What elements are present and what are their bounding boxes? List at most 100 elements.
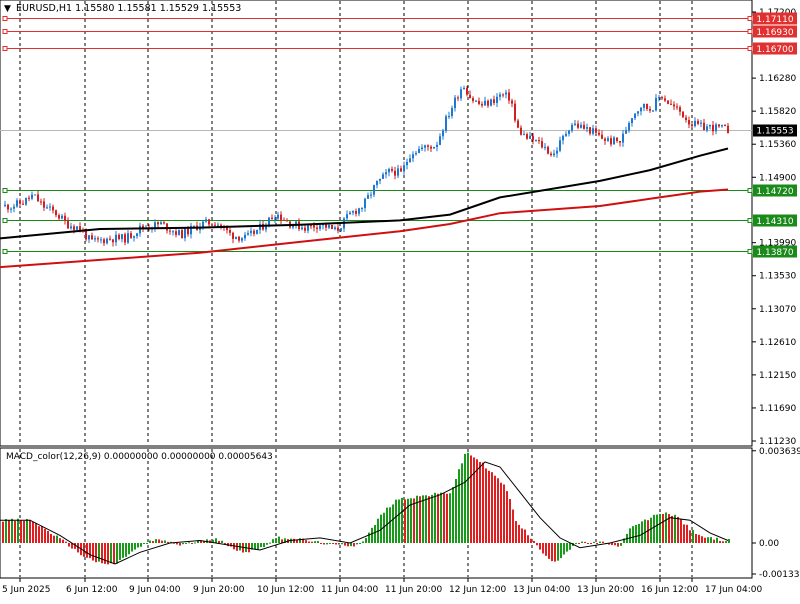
macd-bar-rising — [464, 453, 466, 543]
macd-indicator-panel[interactable]: 0.0036392 0.00 -0.001330 MACD_color(12,26,… — [0, 447, 800, 580]
bullish-candle — [88, 235, 90, 240]
macd-bar-falling — [512, 509, 514, 543]
bullish-candle — [415, 152, 417, 155]
macd-bar-rising — [449, 493, 451, 543]
macd-bar-falling — [608, 543, 610, 545]
bullish-candle — [193, 225, 195, 227]
main-price-panel[interactable]: 1.172001.162801.158201.153601.149001.139… — [0, 0, 797, 447]
level-anchor-handle[interactable] — [747, 188, 753, 193]
macd-bar-falling — [230, 543, 232, 547]
macd-bar-rising — [146, 542, 148, 544]
bullish-candle — [628, 123, 630, 131]
bearish-candle — [472, 98, 474, 101]
bearish-candle — [232, 232, 234, 239]
macd-bar-falling — [554, 543, 556, 562]
chart-menu-icon[interactable]: ▼ — [4, 4, 11, 14]
bullish-candle — [346, 214, 348, 219]
bullish-candle — [292, 225, 294, 228]
bullish-candle — [406, 162, 408, 166]
macd-bar-falling — [602, 541, 604, 543]
chart-header[interactable]: ▼ EURUSD,H1 1.15580 1.15581 1.15529 1.15… — [4, 3, 241, 14]
bullish-candle — [499, 94, 501, 97]
macd-bar-falling — [521, 528, 523, 543]
bearish-candle — [331, 225, 333, 229]
bullish-candle — [154, 222, 156, 229]
time-axis-label: 11 Jun 04:00 — [321, 585, 378, 595]
macd-bar-rising — [563, 543, 565, 555]
macd-bar-falling — [281, 539, 283, 543]
bullish-candle — [352, 210, 354, 213]
moving-average-slow-line — [0, 188, 729, 269]
macd-bar-falling — [704, 537, 706, 543]
level-anchor-handle[interactable] — [2, 188, 8, 193]
level-anchor-handle[interactable] — [2, 16, 8, 21]
bullish-candle — [412, 154, 414, 159]
level-anchor-handle[interactable] — [747, 46, 753, 51]
bearish-candle — [664, 98, 666, 101]
level-anchor-handle[interactable] — [2, 249, 8, 254]
macd-bar-rising — [467, 452, 469, 543]
bullish-candle — [139, 225, 141, 234]
bullish-candle — [535, 140, 537, 142]
macd-bar-rising — [656, 514, 658, 543]
bearish-candle — [478, 100, 480, 104]
bearish-candle — [286, 220, 288, 222]
macd-bar-falling — [32, 522, 34, 543]
level-anchor-handle[interactable] — [747, 16, 753, 21]
bearish-candle — [391, 168, 393, 171]
macd-bar-rising — [155, 539, 157, 543]
macd-bar-rising — [557, 543, 559, 561]
bullish-candle — [379, 178, 381, 181]
support-level-value: 1.14310 — [756, 217, 793, 227]
macd-bar-falling — [611, 543, 613, 546]
level-anchor-handle[interactable] — [747, 218, 753, 223]
macd-bar-falling — [320, 543, 322, 544]
level-anchor-handle[interactable] — [747, 29, 753, 34]
macd-bar-rising — [110, 543, 112, 564]
resistance-level-value: 1.16930 — [756, 28, 793, 38]
macd-bar-rising — [221, 540, 223, 543]
macd-bar-rising — [98, 543, 100, 562]
macd-bar-falling — [686, 524, 688, 543]
macd-bar-falling — [437, 493, 439, 543]
level-anchor-handle[interactable] — [2, 46, 8, 51]
macd-bar-rising — [632, 526, 634, 543]
level-anchor-handle[interactable] — [747, 249, 753, 254]
macd-bar-falling — [332, 543, 334, 544]
bearish-candle — [229, 230, 231, 233]
macd-bar-falling — [590, 543, 592, 544]
bullish-candle — [496, 96, 498, 103]
bullish-candle — [706, 126, 708, 131]
bullish-candle — [655, 97, 657, 111]
bearish-candle — [682, 111, 684, 118]
macd-bar-falling — [59, 538, 61, 543]
macd-bar-rising — [350, 543, 352, 547]
bearish-candle — [547, 146, 549, 154]
macd-bar-rising — [194, 542, 196, 544]
bullish-candle — [454, 97, 456, 109]
macd-bar-rising — [392, 504, 394, 543]
bearish-candle — [253, 230, 255, 234]
macd-bar-rising — [314, 541, 316, 543]
bearish-candle — [481, 103, 483, 106]
macd-bar-falling — [95, 543, 97, 563]
macd-bar-rising — [410, 498, 412, 543]
time-axis-label: 6 Jun 12:00 — [66, 585, 118, 595]
macd-bar-rising — [365, 537, 367, 543]
bearish-candle — [673, 104, 675, 107]
bearish-candle — [52, 206, 54, 211]
macd-axis-label: -0.001330 — [759, 570, 800, 580]
level-anchor-handle[interactable] — [2, 218, 8, 223]
macd-bar-falling — [683, 524, 685, 543]
bearish-candle — [676, 106, 678, 108]
macd-bar-rising — [461, 463, 463, 543]
macd-bar-rising — [122, 543, 124, 558]
horizontal-levels[interactable] — [2, 16, 753, 254]
bearish-candle — [325, 223, 327, 228]
level-anchor-handle[interactable] — [2, 29, 8, 34]
macd-bar-rising — [407, 498, 409, 543]
bearish-candle — [697, 120, 699, 124]
bearish-candle — [466, 88, 468, 95]
macd-bar-falling — [527, 535, 529, 543]
